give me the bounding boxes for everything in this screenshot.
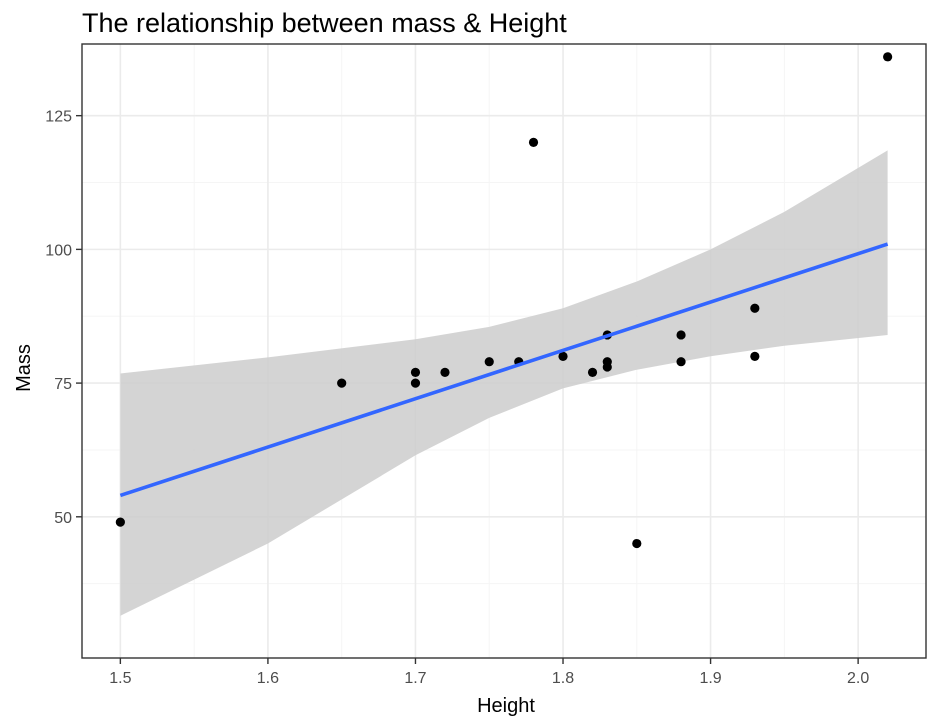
data-point bbox=[676, 330, 686, 340]
y-axis-title: Mass bbox=[13, 344, 35, 392]
panel-border bbox=[81, 43, 927, 659]
data-point bbox=[587, 367, 598, 377]
x-tick-label: 1.7 bbox=[404, 670, 426, 687]
x-tick-label: 1.8 bbox=[552, 670, 574, 687]
data-point bbox=[676, 357, 686, 367]
data-point bbox=[484, 357, 494, 367]
data-point bbox=[632, 538, 642, 549]
y-tick-label: 125 bbox=[45, 109, 72, 126]
plot-area bbox=[81, 43, 927, 659]
data-point bbox=[115, 517, 125, 527]
x-tick-label: 1.6 bbox=[257, 670, 279, 687]
y-tick-label: 100 bbox=[45, 242, 72, 259]
x-tick-label: 1.5 bbox=[109, 670, 131, 687]
x-axis-title: Height bbox=[477, 695, 535, 717]
data-point bbox=[410, 378, 421, 388]
chart-title: The relationship between mass & Height bbox=[82, 8, 567, 38]
data-point bbox=[528, 137, 539, 148]
y-tick-label: 50 bbox=[54, 510, 72, 527]
regression-line bbox=[119, 242, 889, 498]
data-point bbox=[883, 52, 893, 62]
data-point bbox=[602, 362, 612, 372]
y-axis: 50 75 100 125 bbox=[45, 109, 82, 527]
data-point bbox=[750, 351, 760, 361]
x-tick-label: 1.9 bbox=[699, 670, 721, 687]
y-tick-label: 75 bbox=[54, 376, 72, 393]
data-point bbox=[440, 367, 450, 377]
data-point bbox=[558, 351, 568, 361]
confidence-band bbox=[120, 150, 888, 616]
data-point bbox=[410, 367, 421, 377]
data-point bbox=[337, 378, 347, 388]
x-axis: 1.5 1.6 1.7 1.8 1.9 2.0 bbox=[109, 658, 869, 687]
data-point bbox=[750, 303, 760, 313]
x-tick-label: 2.0 bbox=[847, 670, 869, 687]
